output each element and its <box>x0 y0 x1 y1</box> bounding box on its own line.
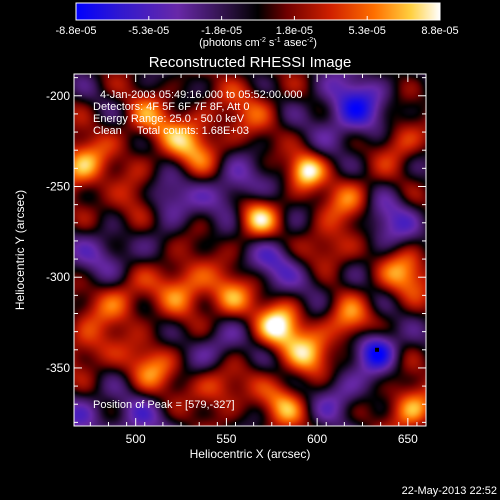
y-axis-tick-labels: -200 -250 -300 -350 <box>46 89 70 375</box>
plot-frame <box>73 73 427 427</box>
chart-title: Reconstructed RHESSI Image <box>149 54 352 71</box>
colorbar-tick-label: 5.3e-05 <box>349 25 386 37</box>
colorbar-tick-label: -5.3e-05 <box>128 25 169 37</box>
minimum-marker <box>375 347 380 352</box>
x-tick-label: 550 <box>216 432 236 446</box>
colorbar <box>75 2 441 21</box>
annotation-block: 4-Jan-2003 05:49:16.000 to 05:52:00.000 … <box>93 89 302 137</box>
colorbar-tick-labels: -8.8e-05 -5.3e-05 -1.8e-05 1.8e-05 5.3e-05 8.… <box>56 25 459 37</box>
colorbar-ticks <box>75 16 441 20</box>
peak-marker <box>375 347 380 352</box>
x-axis-ticks <box>89 74 418 426</box>
colorbar-tick-label: -1.8e-05 <box>201 25 242 37</box>
x-tick-label: 650 <box>398 432 418 446</box>
x-tick-label: 500 <box>126 432 146 446</box>
heatmap-image <box>74 74 426 426</box>
colorbar-tick-label: -8.8e-05 <box>56 25 97 37</box>
annotation-detectors: Detectors: 4F 5F 6F 7F 8F, Att 0 <box>93 101 250 113</box>
y-axis-label: Heliocentric Y (arcsec) <box>13 190 27 310</box>
colorbar-unit-label: (photons cm-2 s-1 asec-2) <box>199 37 317 49</box>
y-tick-label: -300 <box>46 270 70 284</box>
x-tick-label: 600 <box>307 432 327 446</box>
y-tick-label: -350 <box>46 361 70 375</box>
annotation-total-counts: Clean Total counts: 1.68E+03 <box>93 125 249 137</box>
annotation-peak-position: Position of Peak = [579,-327] <box>93 399 235 411</box>
annotation-time-range: 4-Jan-2003 05:49:16.000 to 05:52:00.000 <box>100 89 302 101</box>
y-tick-label: -200 <box>46 89 70 103</box>
y-tick-label: -250 <box>46 179 70 193</box>
x-axis-tick-labels: 500 550 600 650 <box>126 432 419 446</box>
y-axis-ticks <box>74 77 426 423</box>
footer-timestamp: 22-May-2013 22:52 <box>402 485 497 497</box>
colorbar-tick-label: 8.8e-05 <box>421 25 458 37</box>
colorbar-tick-label: 1.8e-05 <box>276 25 313 37</box>
annotation-energy-range: Energy Range: 25.0 - 50.0 keV <box>93 113 245 125</box>
x-axis-label: Heliocentric X (arcsec) <box>190 447 311 461</box>
